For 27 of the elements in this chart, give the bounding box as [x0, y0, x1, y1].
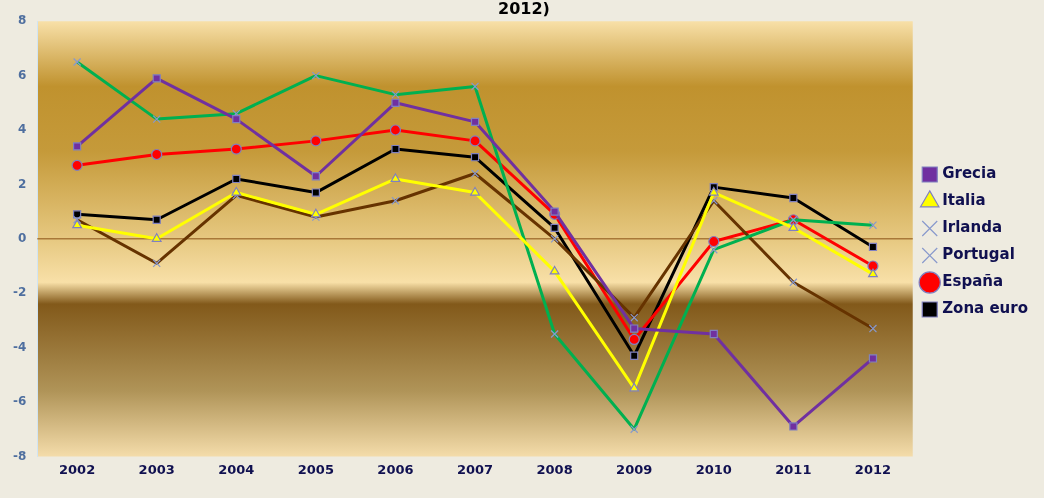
legend-label: Italia	[942, 191, 986, 210]
x-tick-label: 2005	[297, 461, 334, 477]
x-tick-label: 2008	[536, 461, 573, 477]
y-tick-label: 8	[17, 13, 27, 28]
x-tick-label: 2002	[59, 461, 96, 477]
y-tick-label: -4	[12, 339, 27, 354]
legend-label: Grecia	[942, 164, 997, 183]
x-tick-label: 2010	[695, 461, 732, 477]
y-tick-label: -8	[12, 448, 27, 463]
y-tick-label: 2	[17, 176, 27, 191]
y-tick-label: 4	[17, 122, 27, 137]
legend-label: España	[942, 272, 1004, 291]
x-tick-label: 2007	[456, 461, 494, 477]
y-tick-label: 0	[17, 230, 27, 245]
legend-label: Irlanda	[942, 218, 1003, 237]
x-tick-label: 2011	[775, 461, 812, 477]
y-tick-label: -2	[12, 285, 27, 300]
x-tick-label: 2012	[854, 461, 892, 477]
x-tick-label: 2006	[377, 461, 414, 477]
y-tick-label: -6	[12, 394, 27, 409]
chart-title: 2012)	[498, 0, 550, 18]
x-tick-label: 2004	[218, 461, 255, 477]
x-tick-label: 2003	[138, 461, 175, 477]
y-tick-label: 6	[17, 67, 27, 82]
legend-label: Portugal	[942, 245, 1015, 264]
x-tick-label: 2009	[616, 461, 653, 477]
legend-label: Zona euro	[942, 299, 1029, 318]
